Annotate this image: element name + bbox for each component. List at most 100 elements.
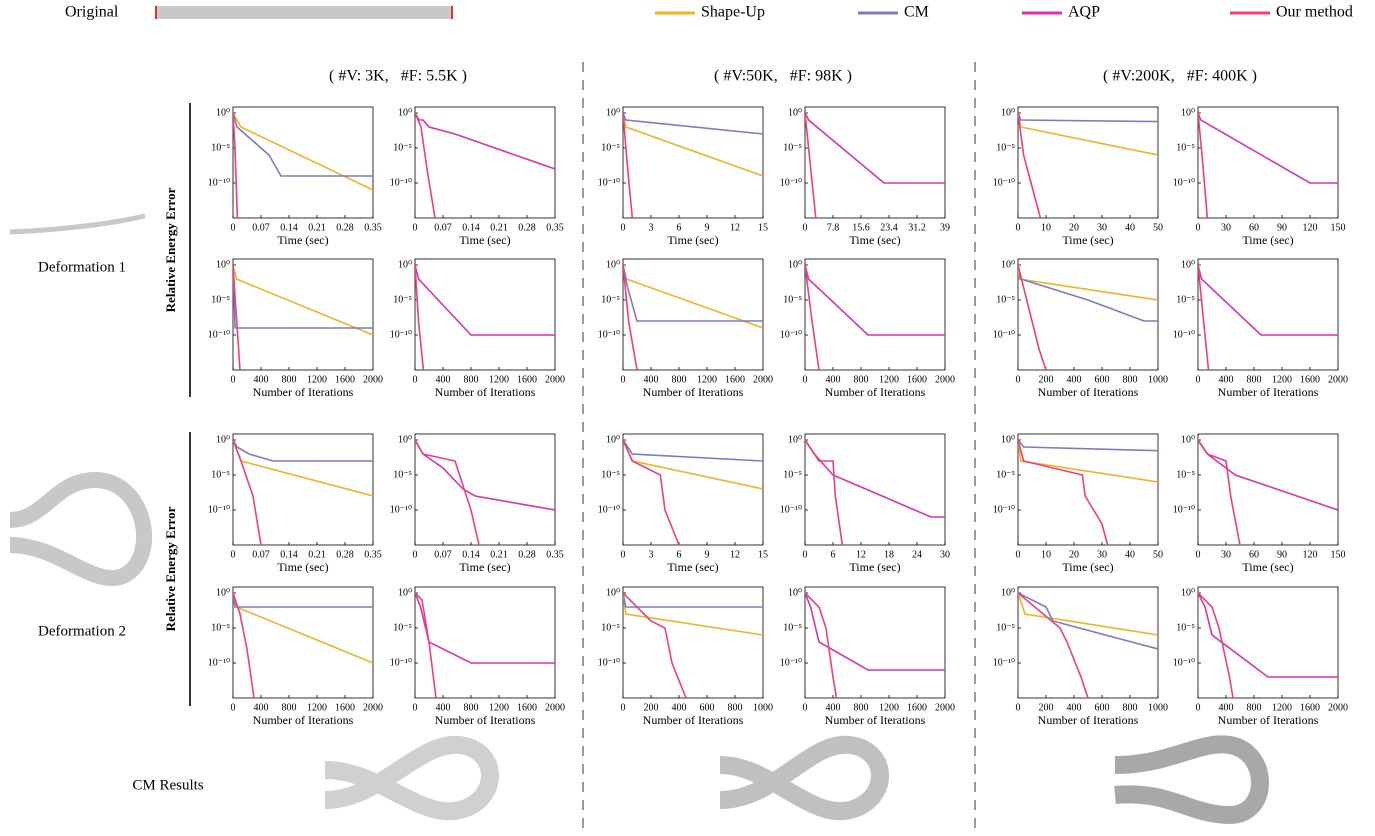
y-tick-label: 10⁰	[606, 434, 620, 445]
x-tick-label: 0	[621, 222, 626, 233]
y-tick-label: 10⁰	[1181, 587, 1195, 598]
series-line	[1198, 264, 1210, 370]
y-tick-label: 10⁻¹⁰	[993, 657, 1015, 668]
y-tick-label: 10⁻¹⁰	[780, 657, 802, 668]
x-tick-label: 0.28	[336, 222, 354, 233]
series-line	[233, 592, 255, 698]
x-axis-label: Time (sec)	[667, 560, 718, 574]
x-tick-label: 0.28	[336, 549, 354, 560]
x-tick-label: 1600	[335, 374, 355, 385]
x-tick-label: 0.07	[252, 222, 270, 233]
plot-frame	[804, 258, 946, 371]
original-shape	[155, 6, 453, 19]
y-tick-label: 10⁻⁵	[996, 469, 1015, 480]
series-line	[1018, 264, 1158, 322]
x-tick-label: 1200	[1272, 702, 1292, 713]
x-tick-label: 2000	[545, 374, 565, 385]
series-line	[805, 112, 817, 218]
x-axis-label: Time (sec)	[459, 560, 510, 574]
plot-frame	[414, 258, 556, 371]
x-tick-label: 400	[1067, 702, 1082, 713]
x-axis-label: Time (sec)	[1242, 233, 1293, 247]
deformation-shape	[9, 471, 153, 586]
x-tick-label: 800	[1247, 702, 1262, 713]
y-tick-label: 10⁻⁵	[393, 622, 412, 633]
series-line	[1018, 592, 1158, 650]
x-tick-label: 31.2	[908, 222, 926, 233]
series-line	[415, 592, 437, 698]
plot-frame	[1017, 433, 1159, 546]
x-tick-label: 0.14	[280, 222, 298, 233]
y-tick-label: 10⁻¹⁰	[208, 657, 230, 668]
x-tick-label: 6	[677, 222, 682, 233]
x-tick-label: 2000	[935, 702, 955, 713]
x-axis-label: Time (sec)	[1062, 233, 1113, 247]
plot-frame	[414, 433, 556, 546]
series-line	[805, 264, 820, 370]
series-line	[623, 264, 638, 370]
x-tick-label: 600	[1095, 374, 1110, 385]
x-tick-label: 800	[282, 702, 297, 713]
x-tick-label: 0	[413, 222, 418, 233]
x-tick-label: 0.21	[308, 222, 326, 233]
series-line	[805, 592, 945, 671]
series-line	[1198, 439, 1241, 545]
x-tick-label: 0	[621, 549, 626, 560]
series-line	[1198, 112, 1338, 184]
x-tick-label: 1200	[307, 702, 327, 713]
x-tick-label: 0	[231, 549, 236, 560]
series-line	[1198, 112, 1209, 218]
x-tick-label: 30	[1097, 549, 1107, 560]
y-tick-label: 10⁻⁵	[1176, 622, 1195, 633]
y-tick-label: 10⁰	[1001, 259, 1015, 270]
x-tick-label: 1600	[517, 702, 537, 713]
y-tick-label: 10⁻¹⁰	[780, 504, 802, 515]
row-label: CM Results	[132, 777, 203, 793]
x-tick-label: 40	[1125, 549, 1135, 560]
x-tick-label: 1000	[753, 702, 773, 713]
x-tick-label: 0	[1196, 374, 1201, 385]
x-tick-label: 600	[1095, 702, 1110, 713]
x-tick-label: 0	[413, 702, 418, 713]
y-tick-label: 10⁻¹⁰	[598, 657, 620, 668]
x-tick-label: 9	[705, 549, 710, 560]
x-axis-label: Number of Iterations	[643, 385, 744, 399]
plot-frame	[1197, 106, 1339, 219]
series-line	[623, 592, 763, 608]
series-line	[415, 592, 555, 664]
legend-label: Shape-Up	[701, 4, 765, 21]
series-line	[415, 112, 555, 170]
y-tick-label: 10⁰	[398, 259, 412, 270]
y-tick-label: 10⁰	[606, 587, 620, 598]
x-tick-label: 3	[649, 549, 654, 560]
series-line	[805, 439, 945, 518]
shape-end	[451, 6, 453, 19]
column-header: ( #V:200K, #F: 400K )	[1103, 68, 1257, 85]
x-tick-label: 800	[464, 702, 479, 713]
x-tick-label: 0.35	[364, 222, 382, 233]
x-tick-label: 1600	[725, 374, 745, 385]
series-line	[1018, 439, 1158, 452]
x-tick-label: 1200	[879, 374, 899, 385]
x-tick-label: 0	[1016, 702, 1021, 713]
y-tick-label: 10⁻⁵	[393, 469, 412, 480]
x-tick-label: 30	[1221, 222, 1231, 233]
y-tick-label: 10⁻⁵	[211, 294, 230, 305]
x-tick-label: 0	[413, 374, 418, 385]
x-axis-label: Time (sec)	[459, 233, 510, 247]
y-axis-label: Relative Energy Error	[163, 187, 178, 312]
plot-frame	[622, 433, 764, 546]
y-tick-label: 10⁻¹⁰	[1173, 504, 1195, 515]
x-tick-label: 0.07	[434, 549, 452, 560]
x-tick-label: 1600	[1300, 702, 1320, 713]
y-tick-label: 10⁻⁵	[1176, 294, 1195, 305]
plot-frame	[1197, 586, 1339, 699]
plot-frame	[1017, 258, 1159, 371]
x-tick-label: 20	[1069, 549, 1079, 560]
y-tick-label: 10⁰	[398, 107, 412, 118]
x-tick-label: 0.07	[434, 222, 452, 233]
x-tick-label: 600	[700, 702, 715, 713]
series-line	[1018, 264, 1158, 301]
x-tick-label: 39	[940, 222, 950, 233]
x-tick-label: 0	[1196, 549, 1201, 560]
